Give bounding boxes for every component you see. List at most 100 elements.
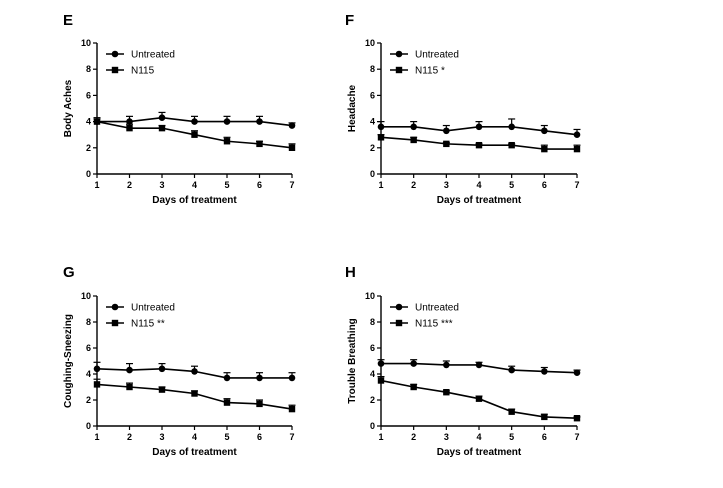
legend-entry: Untreated — [390, 50, 459, 61]
series-line — [96, 383, 293, 410]
y-tick-label: 0 — [370, 169, 375, 179]
data-point — [126, 366, 133, 374]
legend-label: Untreated — [131, 303, 175, 314]
x-tick-label: 3 — [159, 432, 164, 442]
data-point — [377, 134, 385, 141]
x-tick-label: 7 — [289, 432, 294, 442]
panel-letter: H — [345, 264, 356, 281]
data-point — [475, 395, 483, 402]
y-tick-label: 8 — [370, 64, 375, 74]
data-point — [508, 123, 515, 131]
y-tick-label: 10 — [81, 38, 91, 48]
legend-marker — [111, 303, 119, 311]
data-point — [573, 145, 581, 153]
legend-label: N115 ** — [131, 319, 165, 330]
x-tick-label: 5 — [509, 432, 514, 442]
series-untreated — [93, 361, 296, 382]
legend-label: N115 — [131, 66, 155, 77]
x-axis-title: Days of treatment — [437, 447, 522, 458]
x-tick-label: 4 — [192, 180, 197, 190]
legend-label: N115 *** — [415, 319, 453, 330]
data-point — [475, 123, 483, 131]
y-tick-label: 6 — [86, 90, 91, 100]
y-tick-label: 0 — [86, 169, 91, 179]
data-point — [288, 144, 296, 151]
data-point — [410, 383, 417, 391]
data-point — [191, 118, 198, 125]
x-tick-label: 1 — [94, 180, 99, 190]
data-point — [256, 400, 263, 408]
y-tick-label: 4 — [370, 369, 375, 379]
data-point — [443, 361, 450, 369]
y-tick-label: 2 — [86, 395, 91, 405]
legend-marker — [111, 66, 119, 74]
legend-marker — [395, 66, 403, 74]
x-tick-label: 7 — [289, 180, 294, 190]
data-point — [191, 131, 198, 138]
y-tick-label: 8 — [86, 64, 91, 74]
data-point — [158, 386, 166, 393]
panel-letter: E — [63, 12, 73, 29]
x-tick-label: 6 — [257, 180, 262, 190]
x-tick-label: 4 — [476, 180, 481, 190]
data-point — [410, 360, 417, 367]
legend-label: Untreated — [415, 50, 459, 61]
legend-marker — [395, 319, 403, 327]
y-tick-label: 8 — [86, 317, 91, 327]
legend-entry: Untreated — [390, 303, 459, 314]
x-tick-label: 1 — [94, 432, 99, 442]
data-point — [158, 365, 166, 373]
data-point — [93, 365, 101, 373]
data-point — [288, 374, 296, 382]
data-point — [126, 383, 133, 391]
legend-entry: N115 * — [390, 66, 445, 77]
legend-marker — [395, 50, 403, 58]
data-point — [93, 118, 101, 125]
y-tick-label: 6 — [370, 343, 375, 353]
data-point — [573, 369, 581, 377]
x-tick-label: 2 — [411, 432, 416, 442]
x-tick-label: 1 — [378, 432, 383, 442]
series-n115 — [377, 134, 581, 153]
y-axis-title: Trouble Breathing — [347, 318, 358, 404]
legend-label: Untreated — [415, 303, 459, 314]
series-n115 — [93, 378, 296, 413]
panel-letter: G — [63, 264, 75, 281]
y-tick-label: 4 — [370, 117, 375, 127]
data-point — [573, 415, 581, 422]
x-axis-title: Days of treatment — [152, 447, 237, 458]
x-tick-label: 2 — [411, 180, 416, 190]
data-point — [377, 377, 385, 384]
x-tick-label: 1 — [378, 180, 383, 190]
legend-entry: Untreated — [106, 50, 175, 61]
data-point — [158, 124, 166, 132]
data-point — [93, 381, 101, 388]
x-tick-label: 4 — [192, 432, 197, 442]
data-point — [126, 118, 133, 125]
data-point — [288, 405, 296, 413]
legend-label: Untreated — [131, 50, 175, 61]
series-n115 — [377, 376, 581, 422]
y-tick-label: 2 — [86, 143, 91, 153]
data-point — [158, 114, 166, 121]
y-tick-label: 4 — [86, 369, 91, 379]
data-point — [377, 360, 385, 367]
data-point — [223, 399, 231, 406]
x-tick-label: 3 — [159, 180, 164, 190]
y-tick-label: 6 — [370, 90, 375, 100]
y-tick-label: 10 — [365, 38, 375, 48]
x-tick-label: 7 — [574, 432, 579, 442]
y-axis-title: Headache — [347, 84, 358, 132]
data-point — [573, 131, 581, 138]
y-axis-title: Body Aches — [63, 79, 74, 137]
data-point — [508, 141, 515, 149]
panel-letter: F — [345, 12, 354, 29]
x-tick-label: 6 — [542, 180, 547, 190]
data-point — [443, 127, 450, 135]
data-point — [508, 408, 515, 415]
y-tick-label: 10 — [81, 291, 91, 301]
series-untreated — [377, 359, 581, 377]
